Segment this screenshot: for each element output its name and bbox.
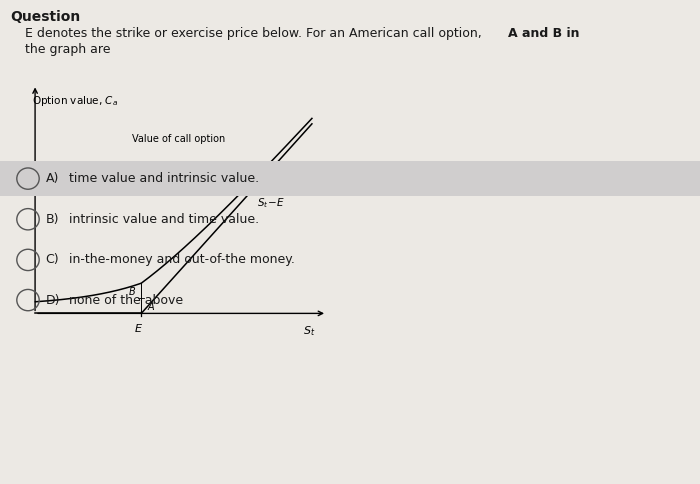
- Text: $S_t$: $S_t$: [302, 324, 315, 338]
- Text: in-the-money and out-of-the money.: in-the-money and out-of-the money.: [65, 254, 295, 266]
- Text: $S_t\!-\!E$: $S_t\!-\!E$: [257, 197, 285, 211]
- Text: Option value, $C_a$: Option value, $C_a$: [32, 94, 118, 108]
- Text: Value of call option: Value of call option: [132, 134, 225, 143]
- Text: B: B: [130, 287, 136, 297]
- Text: E denotes the strike or exercise price below. For an American call option,: E denotes the strike or exercise price b…: [25, 27, 485, 40]
- Text: B): B): [46, 213, 59, 226]
- Text: A and B in: A and B in: [508, 27, 580, 40]
- Text: none of the above: none of the above: [65, 294, 183, 306]
- Text: time value and intrinsic value.: time value and intrinsic value.: [65, 172, 259, 185]
- Text: A): A): [46, 172, 59, 185]
- Text: D): D): [46, 294, 60, 306]
- Text: E: E: [135, 324, 142, 334]
- Text: the graph are: the graph are: [25, 43, 110, 56]
- Text: C): C): [46, 254, 59, 266]
- Text: A: A: [148, 302, 154, 312]
- Text: Question: Question: [10, 10, 80, 24]
- Text: intrinsic value and time value.: intrinsic value and time value.: [65, 213, 259, 226]
